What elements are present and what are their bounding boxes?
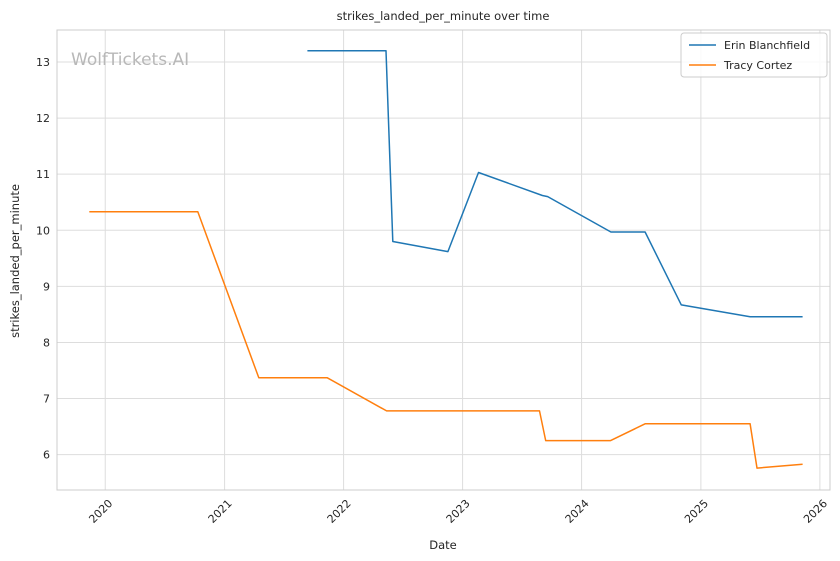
legend-box (680, 32, 828, 78)
x-tick-label-2020: 2020 (86, 497, 115, 526)
legend: Erin Blanchfield Tracy Cortez (680, 32, 828, 78)
x-tick-label-2024: 2024 (563, 497, 592, 526)
series-line-erin-blanchfield (307, 50, 803, 318)
legend-label-tracy-cortez: Tracy Cortez (723, 59, 792, 72)
x-axis-ticks: 2020 2021 2022 2023 2024 2025 2026 (86, 497, 830, 526)
chart-title: strikes_landed_per_minute over time (337, 9, 550, 23)
y-tick-label-11: 11 (36, 168, 50, 181)
y-tick-label-13: 13 (36, 56, 50, 69)
series-lines (89, 50, 803, 469)
y-tick-label-9: 9 (43, 280, 50, 293)
x-axis-label: Date (429, 538, 457, 552)
x-tick-label-2023: 2023 (444, 497, 473, 526)
y-tick-label-10: 10 (36, 224, 50, 237)
y-tick-label-7: 7 (43, 393, 50, 406)
plot-frame (56, 29, 831, 491)
y-axis-label: strikes_landed_per_minute (8, 184, 22, 338)
series-line-tracy-cortez (89, 211, 803, 469)
y-tick-label-6: 6 (43, 449, 50, 462)
watermark: WolfTickets.AI (71, 50, 189, 70)
y-tick-label-12: 12 (36, 112, 50, 125)
y-axis-ticks: 6 7 8 9 10 11 12 13 (36, 56, 50, 462)
x-tick-label-2021: 2021 (206, 497, 235, 526)
legend-label-erin-blanchfield: Erin Blanchfield (724, 39, 810, 52)
x-tick-label-2022: 2022 (325, 497, 354, 526)
grid (57, 30, 830, 490)
y-tick-label-8: 8 (43, 336, 50, 349)
x-tick-label-2026: 2026 (801, 497, 830, 526)
x-tick-label-2025: 2025 (682, 497, 711, 526)
